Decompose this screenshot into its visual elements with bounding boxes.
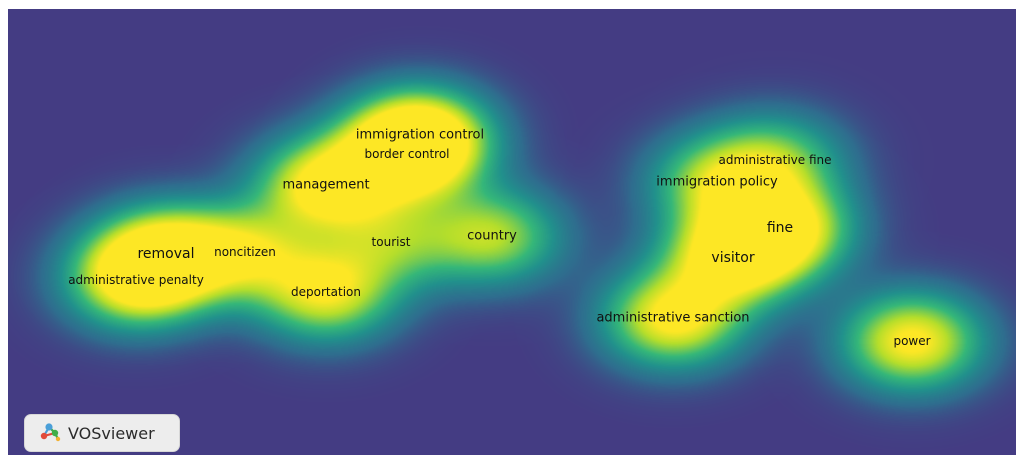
term-label[interactable]: fine: [766, 220, 794, 236]
term-label[interactable]: power: [893, 334, 931, 348]
term-label[interactable]: removal: [137, 246, 195, 262]
term-label[interactable]: administrative sanction: [596, 310, 750, 326]
vosviewer-logo: VOSviewer: [24, 414, 180, 452]
density-heatmap[interactable]: [8, 9, 1016, 455]
term-label[interactable]: border control: [364, 147, 450, 161]
term-label[interactable]: administrative penalty: [68, 273, 204, 287]
term-label[interactable]: deportation: [291, 285, 361, 299]
logo-label: VOSviewer: [68, 423, 155, 443]
term-label[interactable]: country: [467, 228, 517, 244]
term-label[interactable]: administrative fine: [718, 153, 832, 167]
term-label[interactable]: immigration policy: [656, 174, 778, 190]
term-label[interactable]: noncitizen: [214, 245, 276, 259]
vosviewer-network-icon: [39, 420, 61, 446]
term-label[interactable]: immigration control: [355, 127, 485, 143]
term-label[interactable]: tourist: [371, 235, 411, 249]
term-label[interactable]: visitor: [711, 250, 755, 266]
term-label[interactable]: management: [282, 177, 370, 193]
density-map[interactable]: immigration control border control managem…: [8, 9, 1016, 455]
